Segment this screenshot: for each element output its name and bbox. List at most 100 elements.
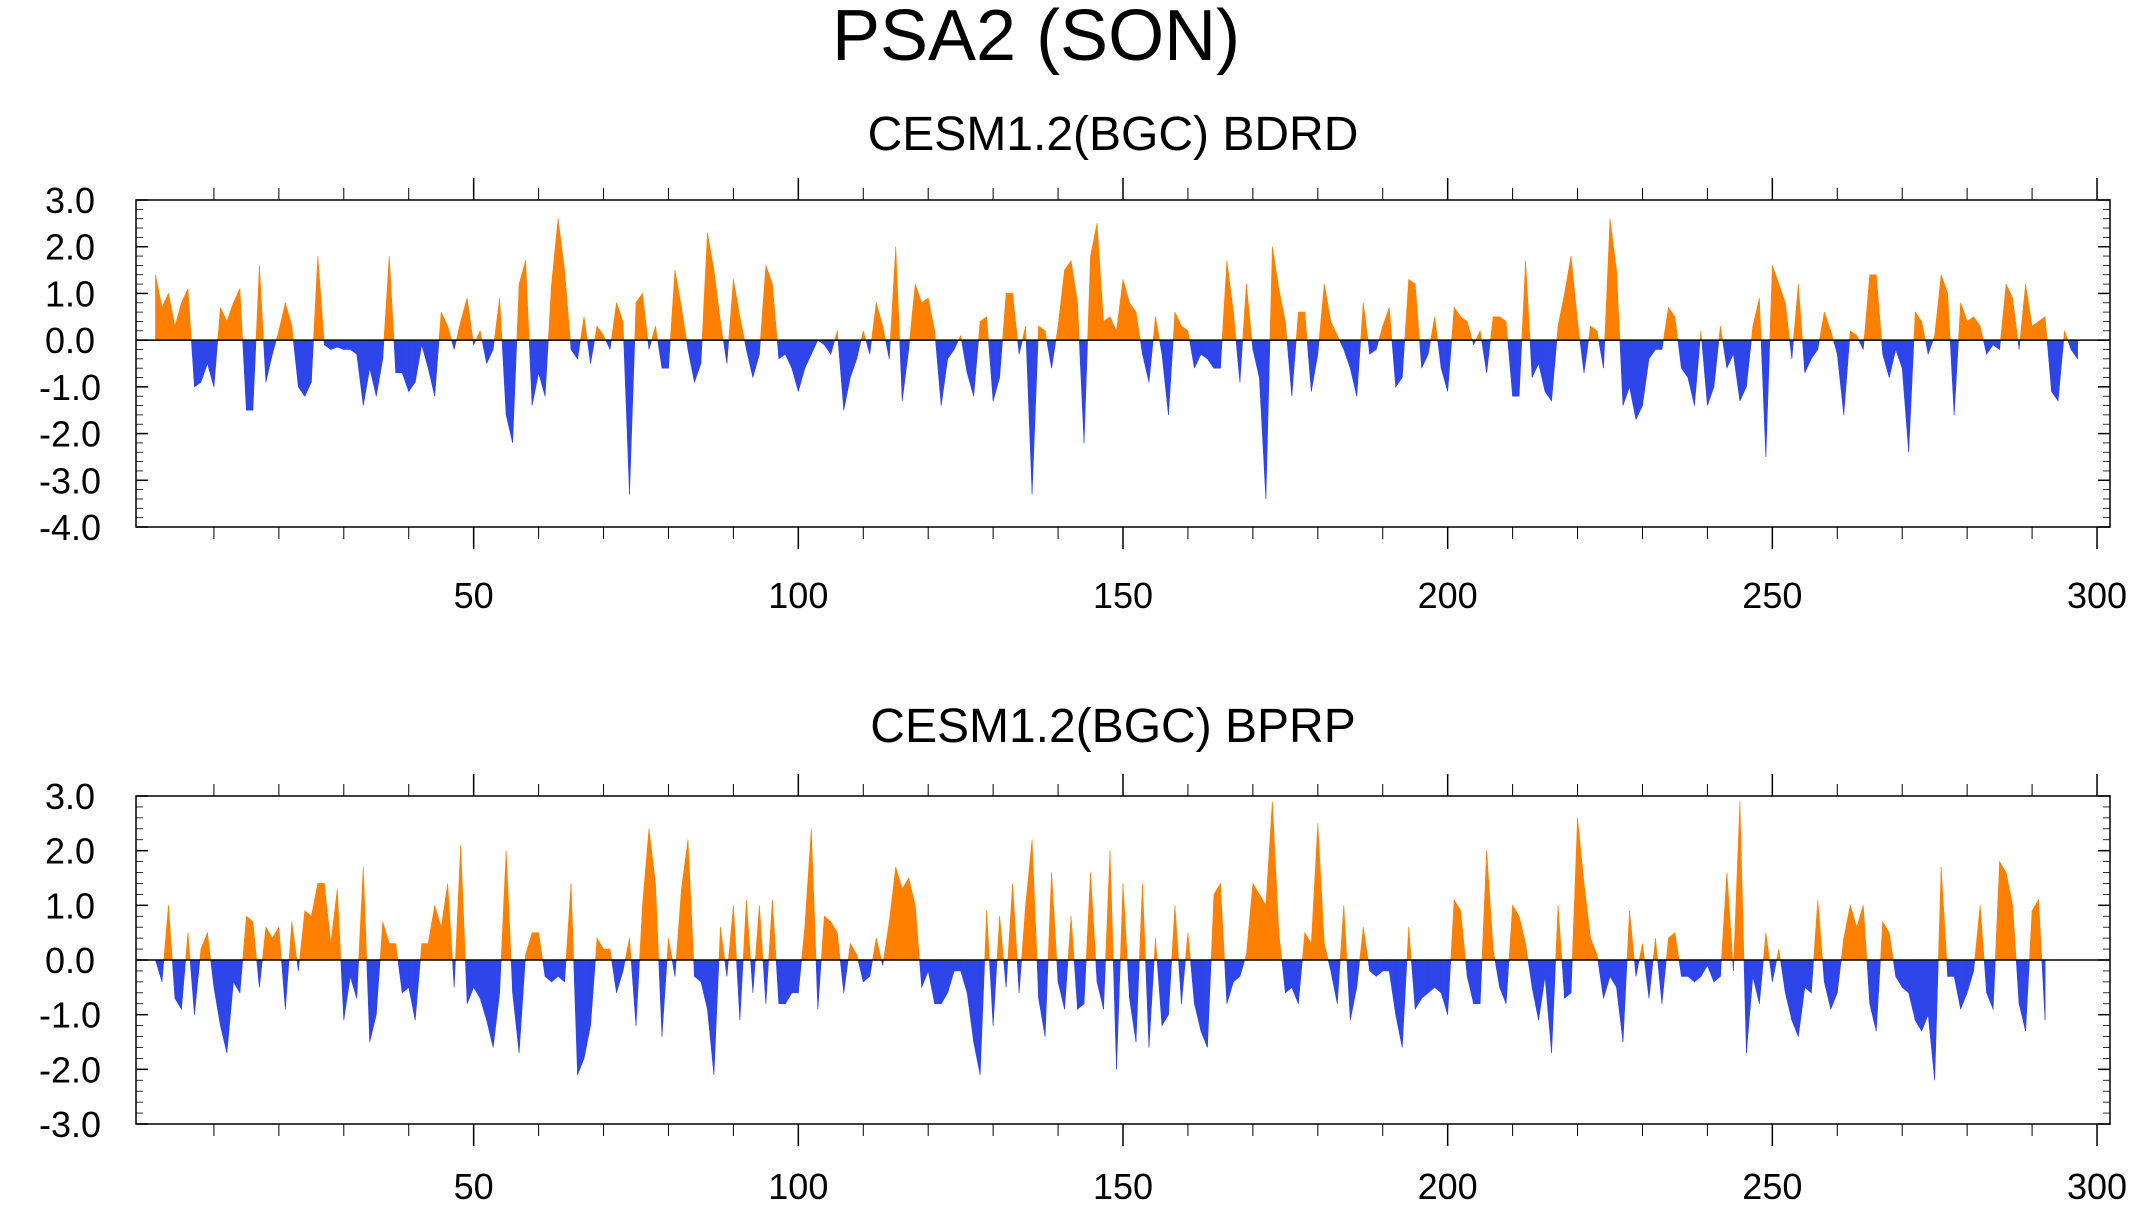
negative-area-segment (311, 339, 314, 383)
positive-area-segment (1486, 850, 1494, 961)
negative-area-segment (1181, 959, 1186, 1004)
negative-area-segment (1145, 959, 1150, 1048)
negative-area-segment (171, 959, 176, 999)
negative-area-segment (837, 339, 845, 411)
positive-area-segment (713, 270, 721, 341)
negative-area-segment (1804, 959, 1812, 994)
y-tick-label: -1.0 (39, 995, 101, 1036)
negative-area-segment (668, 339, 671, 369)
positive-area-segment (1499, 316, 1507, 341)
positive-area-segment (728, 279, 734, 341)
positive-area-segment (440, 883, 448, 961)
negative-area-segment (752, 959, 756, 993)
negative-area-segment (343, 339, 351, 350)
positive-area-segment (1863, 274, 1871, 341)
negative-area-segment (1858, 339, 1864, 350)
positive-area-segment (1570, 256, 1578, 341)
negative-area-segment (1836, 959, 1842, 993)
positive-area-segment (1174, 311, 1182, 341)
positive-area-segment (1051, 872, 1058, 961)
negative-area-segment (161, 959, 165, 982)
negative-area-segment (256, 959, 260, 988)
negative-area-segment (817, 959, 822, 1010)
positive-area-segment (669, 270, 676, 341)
negative-area-segment (194, 959, 201, 1015)
negative-area-segment (1349, 339, 1358, 397)
positive-area-segment (493, 298, 500, 341)
negative-area-segment (583, 959, 591, 1059)
positive-area-segment (299, 910, 306, 961)
y-tick-label: 0.0 (45, 320, 95, 361)
positive-area-segment (531, 932, 539, 961)
positive-area-segment (1362, 302, 1369, 341)
positive-area-segment (1490, 316, 1494, 341)
positive-area-segment (161, 293, 169, 341)
positive-area-segment (1109, 316, 1117, 341)
negative-area-segment (401, 959, 410, 994)
positive-area-segment (1512, 904, 1520, 961)
negative-area-segment (1986, 339, 1994, 356)
positive-area-segment (622, 321, 625, 341)
negative-area-segment (1343, 339, 1351, 369)
positive-area-segment (1343, 905, 1348, 961)
negative-area-segment (700, 339, 703, 364)
positive-area-segment (927, 298, 935, 341)
negative-area-segment (1505, 959, 1510, 1004)
positive-area-segment (434, 905, 442, 961)
positive-area-segment (1265, 801, 1273, 961)
negative-area-segment (979, 959, 986, 1075)
negative-area-segment (2057, 339, 2065, 401)
positive-area-segment (849, 942, 858, 961)
positive-area-segment (1220, 883, 1225, 961)
positive-area-segment (1103, 316, 1111, 341)
negative-area-segment (1635, 339, 1643, 420)
negative-area-segment (1391, 339, 1397, 387)
negative-area-segment (1657, 959, 1663, 1004)
negative-area-segment (479, 959, 487, 1021)
negative-area-segment (401, 339, 410, 392)
negative-area-segment (1694, 959, 1702, 983)
negative-area-segment (1349, 959, 1358, 1021)
positive-area-segment (1778, 283, 1786, 341)
negative-area-segment (1811, 959, 1814, 993)
positive-area-segment (1629, 910, 1635, 961)
positive-area-segment (1382, 307, 1390, 341)
negative-area-segment (544, 339, 549, 397)
x-tick-label: 50 (454, 1166, 494, 1207)
negative-area-segment (233, 959, 241, 994)
positive-area-segment (583, 316, 588, 341)
negative-area-segment (687, 339, 695, 383)
negative-area-segment (791, 959, 799, 994)
positive-area-segment (1185, 932, 1189, 961)
y-tick-label: 1.0 (45, 273, 95, 314)
negative-area-segment (505, 339, 513, 443)
positive-area-segment (875, 302, 884, 341)
negative-area-segment (1159, 339, 1163, 355)
positive-area-segment (551, 218, 559, 341)
positive-area-segment (1626, 910, 1630, 961)
positive-area-segment (1414, 284, 1420, 341)
negative-area-segment (1507, 339, 1513, 397)
negative-area-segment (1168, 339, 1174, 415)
negative-area-segment (1395, 339, 1403, 388)
panel-bdrd: CESM1.2(BGC) BDRD 3.0 2.0 1.0 0.0 -1.0 -2.0 -3… (39, 108, 2127, 616)
negative-area-segment (1746, 339, 1752, 387)
negative-area-segment (1986, 959, 1994, 1010)
negative-area-segment (934, 959, 942, 1005)
positive-area-segment (733, 905, 737, 961)
negative-area-segment (1200, 959, 1208, 1048)
positive-area-segment (801, 927, 806, 961)
negative-area-segment (362, 339, 371, 406)
negative-area-segment (1178, 959, 1182, 1004)
negative-area-segment (1148, 339, 1154, 383)
series-area-group (155, 801, 2046, 1081)
negative-area-segment (1992, 959, 1996, 1010)
y-tick-label: 2.0 (45, 227, 95, 268)
negative-area-segment (1875, 959, 1881, 1032)
negative-area-segment (605, 339, 611, 350)
negative-area-segment (622, 959, 626, 971)
negative-area-segment (213, 339, 219, 387)
positive-area-segment (500, 850, 507, 961)
negative-area-segment (375, 959, 381, 1015)
